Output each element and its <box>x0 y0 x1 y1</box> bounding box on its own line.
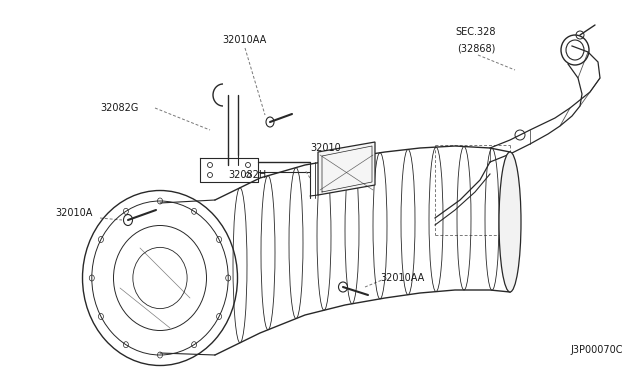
Polygon shape <box>318 142 375 195</box>
Text: SEC.328: SEC.328 <box>455 27 495 37</box>
Text: 32010A: 32010A <box>55 208 92 218</box>
Text: 32010AA: 32010AA <box>222 35 266 45</box>
Text: 32082H: 32082H <box>228 170 266 180</box>
Text: J3P00070C: J3P00070C <box>570 345 623 355</box>
Text: 32082G: 32082G <box>100 103 138 113</box>
Text: 32010: 32010 <box>310 143 340 153</box>
Text: 32010AA: 32010AA <box>380 273 424 283</box>
Ellipse shape <box>499 152 521 292</box>
Text: (32868): (32868) <box>457 43 495 53</box>
